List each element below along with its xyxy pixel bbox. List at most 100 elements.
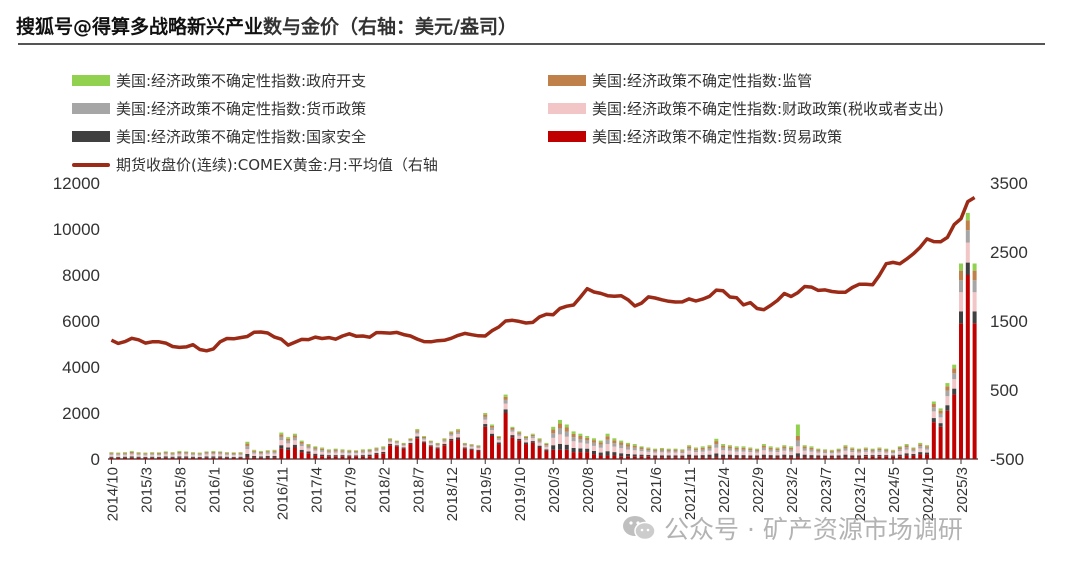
bar-segment	[503, 399, 508, 404]
bar-segment	[320, 456, 325, 459]
bar-segment	[931, 418, 936, 423]
bar-segment	[326, 455, 331, 457]
bar-segment	[354, 455, 359, 457]
bar-segment	[639, 456, 644, 459]
bar-segment	[401, 448, 406, 459]
bar-segment	[673, 455, 678, 458]
bar-segment	[653, 457, 658, 459]
bar-segment	[843, 454, 848, 458]
legend-swatch	[548, 75, 586, 86]
y-left-tick-label: 10000	[53, 220, 100, 239]
bar-segment	[367, 450, 372, 453]
legend-item: 美国:经济政策不确定性指数:政府开支	[72, 70, 366, 91]
bar-segment	[204, 453, 209, 455]
bar-segment	[632, 447, 637, 451]
bar-segment	[707, 446, 712, 449]
bar-segment	[184, 456, 189, 458]
bar-segment	[170, 452, 175, 453]
bar-segment	[653, 448, 658, 450]
bar-segment	[306, 446, 311, 449]
bar-segment	[925, 454, 930, 459]
bar-segment	[143, 453, 148, 455]
x-tick-label: 2019/10	[512, 467, 529, 521]
bar-segment	[286, 449, 291, 459]
bar-segment	[136, 452, 141, 453]
bar-segment	[952, 368, 957, 374]
bar-segment	[789, 447, 794, 450]
bar-segment	[911, 447, 916, 449]
bar-segment	[952, 388, 957, 395]
x-tick-label: 2017/9	[342, 467, 359, 513]
footer-watermark: 公众号 · 矿产资源市场调研	[622, 510, 963, 546]
bar-segment	[782, 450, 787, 455]
bar-segment	[190, 453, 195, 455]
bar-segment	[877, 451, 882, 455]
bar-segment	[109, 452, 114, 453]
bar-segment	[218, 453, 223, 455]
bar-segment	[687, 457, 692, 459]
bar-segment	[374, 453, 379, 455]
bar-segment	[761, 444, 766, 446]
bar-segment	[394, 443, 399, 446]
bar-segment	[354, 451, 359, 454]
bar-segment	[741, 449, 746, 452]
bar-segment	[367, 456, 372, 459]
bar-segment	[211, 457, 216, 459]
bar-segment	[496, 436, 501, 437]
bar-segment	[299, 441, 304, 444]
bar-segment	[625, 456, 630, 459]
bar-segment	[843, 445, 848, 447]
bar-segment	[401, 442, 406, 444]
bar-segment	[408, 441, 413, 443]
bar-segment	[150, 453, 155, 455]
bar-segment	[625, 444, 630, 447]
bar-segment	[680, 453, 685, 456]
legend-label: 美国:经济政策不确定性指数:货币政策	[116, 100, 367, 118]
bar-segment	[442, 441, 447, 444]
bar-segment	[143, 452, 148, 454]
bar-segment	[687, 454, 692, 458]
legend-item: 美国:经济政策不确定性指数:国家安全	[72, 126, 366, 147]
bar-segment	[666, 448, 671, 450]
bar-segment	[775, 447, 780, 449]
bar-segment	[748, 447, 753, 449]
bar-segment	[727, 446, 732, 449]
bar-segment	[965, 230, 970, 243]
bar-segment	[129, 457, 134, 459]
bar-segment	[782, 457, 787, 459]
bar-segment	[476, 447, 481, 450]
bar-segment	[843, 448, 848, 451]
bar-segment	[231, 457, 236, 459]
bar-segment	[836, 457, 841, 459]
bar-segment	[224, 457, 229, 459]
title-divider	[18, 43, 1045, 45]
bar-segment	[456, 429, 461, 431]
bar-segment	[904, 453, 909, 456]
bar-segment	[367, 449, 372, 451]
bar-segment	[462, 443, 467, 445]
bar-segment	[483, 426, 488, 459]
bar-segment	[150, 456, 155, 458]
bar-segment	[524, 438, 529, 440]
bar-segment	[238, 452, 243, 454]
bar-segment	[850, 452, 855, 456]
bar-segment	[163, 453, 168, 455]
bar-segment	[292, 433, 297, 436]
bar-segment	[707, 450, 712, 455]
bar-segment	[843, 457, 848, 459]
bar-segment	[496, 436, 501, 439]
bar-segment	[904, 455, 909, 459]
bar-segment	[659, 447, 664, 450]
x-tick-label: 2016/1	[206, 467, 223, 513]
bar-segment	[218, 456, 223, 458]
bar-segment	[292, 444, 297, 448]
x-tick-label: 2018/2	[376, 467, 393, 513]
bar-segment	[605, 444, 610, 452]
bar-segment	[156, 453, 161, 454]
bar-segment	[177, 451, 182, 454]
bar-segment	[789, 455, 794, 458]
bar-segment	[727, 454, 732, 458]
bar-segment	[925, 446, 930, 448]
bar-segment	[483, 424, 488, 427]
